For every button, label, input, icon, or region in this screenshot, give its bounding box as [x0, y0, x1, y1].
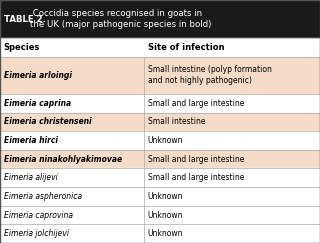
- Text: Coccidia species recognised in goats in
the UK (major pathogenic species in bold: Coccidia species recognised in goats in …: [30, 9, 212, 29]
- Text: Eimeria ninakohlyakimovae: Eimeria ninakohlyakimovae: [4, 155, 122, 164]
- Bar: [0, 224, 320, 243]
- Bar: [0, 150, 320, 168]
- Bar: [0, 131, 320, 150]
- Bar: [0, 113, 320, 131]
- Text: Species: Species: [4, 43, 40, 52]
- Text: Small intestine (polyp formation
and not highly pathogenic): Small intestine (polyp formation and not…: [148, 65, 272, 86]
- Text: Eimeria jolchijevi: Eimeria jolchijevi: [4, 229, 69, 238]
- Bar: [0, 57, 320, 94]
- Text: TABLE 2.: TABLE 2.: [4, 15, 46, 24]
- Text: Eimeria caprovina: Eimeria caprovina: [4, 210, 73, 219]
- Text: Eimeria christenseni: Eimeria christenseni: [4, 117, 92, 126]
- Text: Unknown: Unknown: [148, 210, 183, 219]
- Text: Eimeria arloingi: Eimeria arloingi: [4, 71, 72, 80]
- Text: Small and large intestine: Small and large intestine: [148, 173, 244, 182]
- Text: Small intestine: Small intestine: [148, 117, 205, 126]
- Text: Site of infection: Site of infection: [148, 43, 224, 52]
- Text: Eimeria caprina: Eimeria caprina: [4, 99, 71, 108]
- Text: Eimeria aspheronica: Eimeria aspheronica: [4, 192, 82, 201]
- Text: Small and large intestine: Small and large intestine: [148, 155, 244, 164]
- Bar: [0, 168, 320, 187]
- Text: Unknown: Unknown: [148, 192, 183, 201]
- Text: Unknown: Unknown: [148, 136, 183, 145]
- Bar: [0, 0, 320, 38]
- Bar: [0, 38, 320, 57]
- Text: Unknown: Unknown: [148, 229, 183, 238]
- Text: Eimeria hirci: Eimeria hirci: [4, 136, 58, 145]
- Text: Small and large intestine: Small and large intestine: [148, 99, 244, 108]
- Bar: [0, 206, 320, 224]
- Bar: [0, 187, 320, 206]
- Bar: [0, 94, 320, 113]
- Text: Eimeria alijevi: Eimeria alijevi: [4, 173, 58, 182]
